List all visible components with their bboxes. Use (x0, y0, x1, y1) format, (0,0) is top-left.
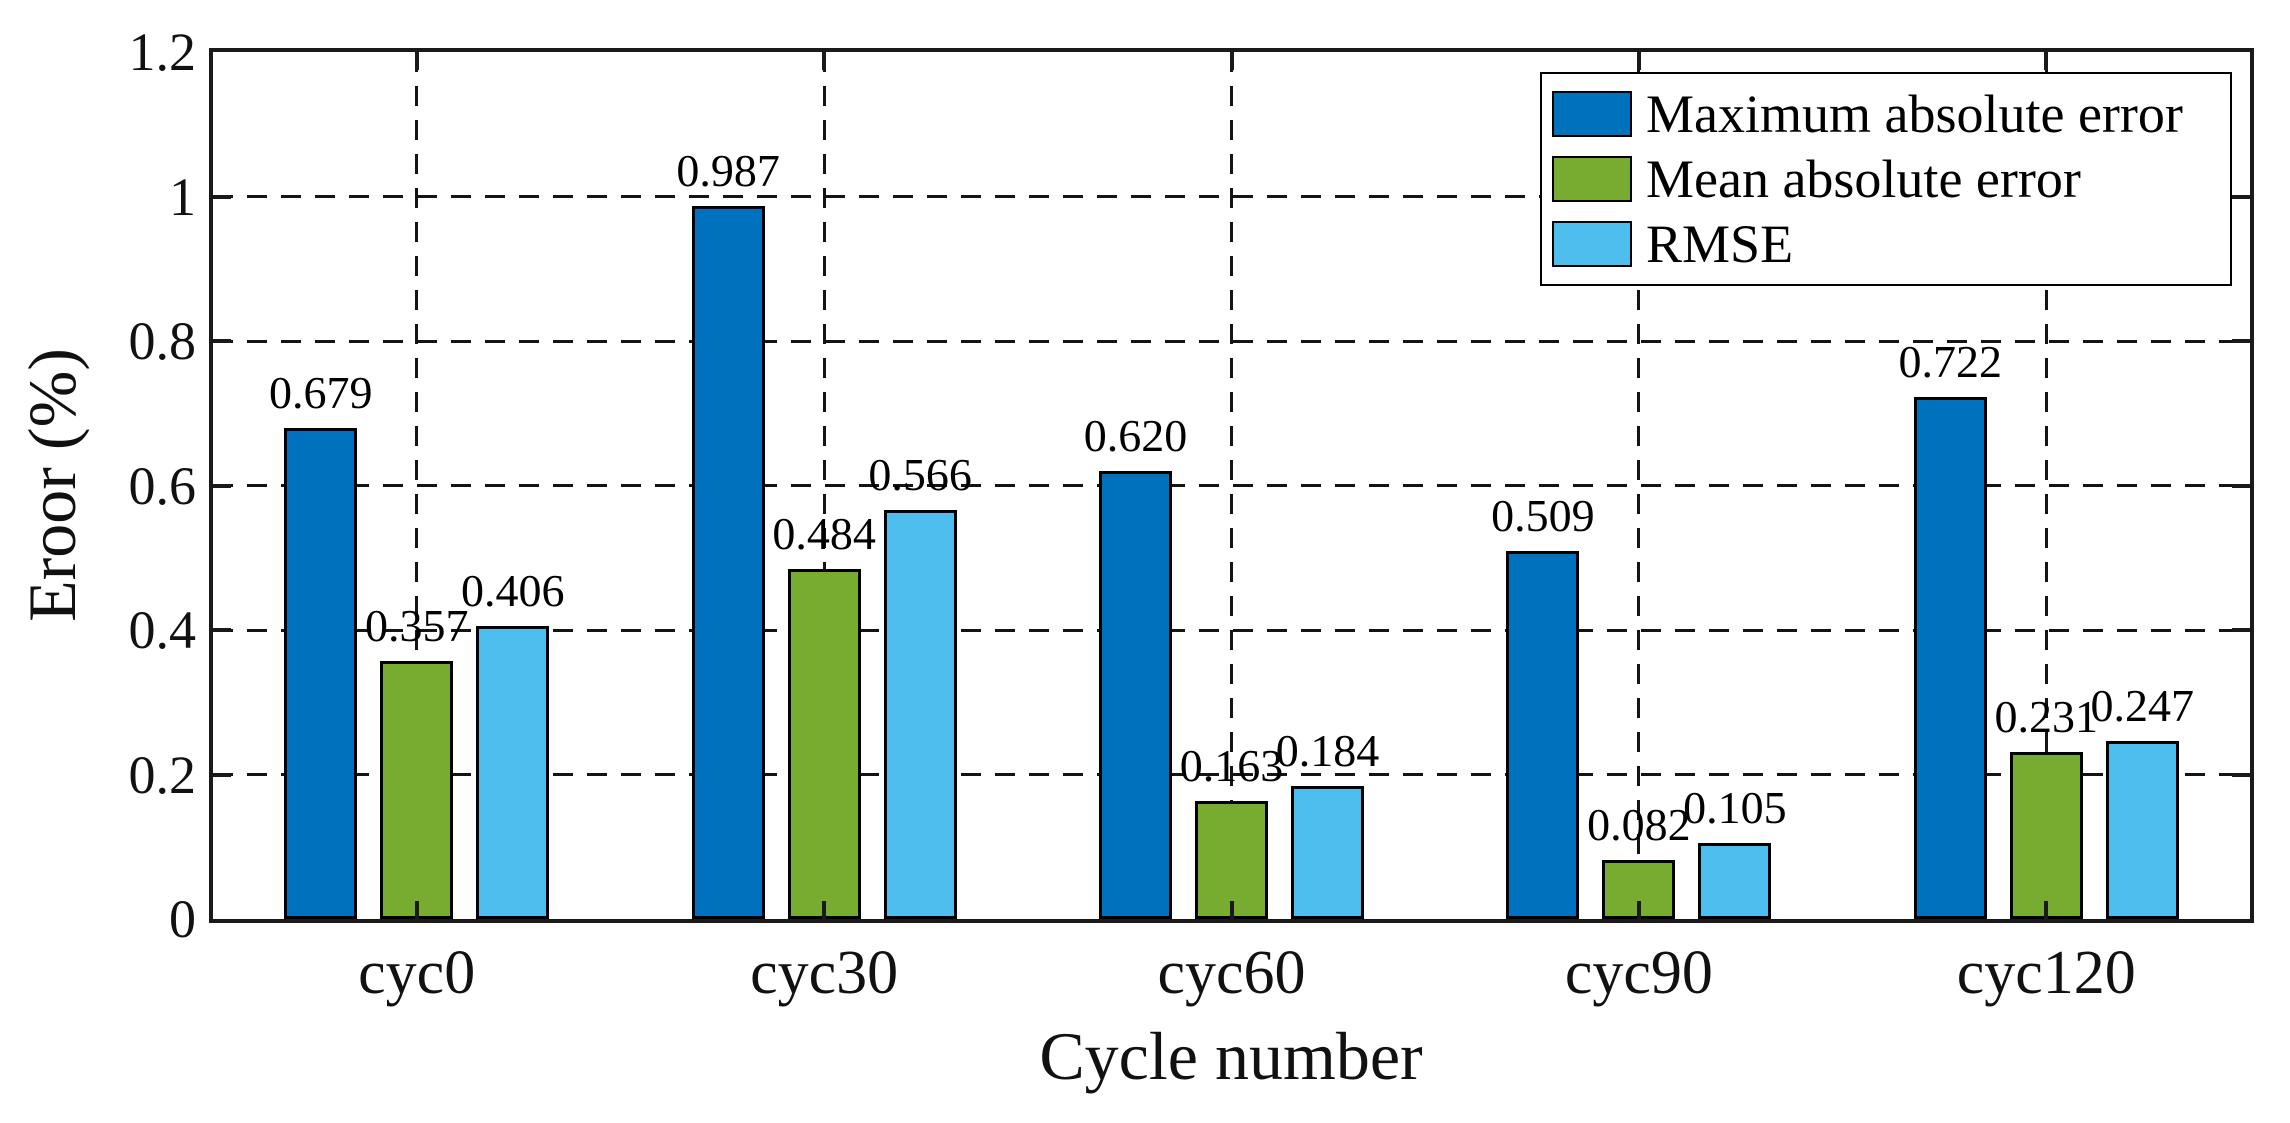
y-tick-mark (213, 483, 231, 488)
legend-swatch (1552, 221, 1632, 267)
bar-value-label: 0.484 (772, 508, 876, 560)
bar-cyc120-rmse (2105, 740, 2179, 919)
bar-value-label: 0.082 (1587, 798, 1691, 850)
y-tick-label: 0.2 (128, 744, 197, 805)
x-axis-title: Cycle number (1039, 1018, 1423, 1094)
y-tick-mark (2232, 194, 2250, 199)
x-tick-label: cyc60 (1157, 939, 1306, 1007)
x-tick-mark (414, 901, 419, 919)
legend-item: Maximum absolute error (1552, 83, 2220, 145)
y-tick-mark (213, 628, 231, 632)
bar-cyc30-rmse (883, 510, 957, 919)
legend-swatch (1552, 156, 1632, 202)
bar-value-label: 0.184 (1275, 725, 1380, 777)
bar-cyc30-max (691, 205, 765, 919)
x-tick-label: cyc90 (1564, 939, 1713, 1007)
y-tick-mark (213, 772, 231, 777)
legend: Maximum absolute error Mean absolute erro… (1540, 72, 2232, 286)
x-tick-mark (414, 52, 419, 70)
y-tick-label: 0.6 (128, 455, 197, 516)
gridline-vertical (822, 52, 826, 919)
y-tick-label: 0 (169, 889, 196, 949)
bar-value-label: 0.722 (1898, 336, 2003, 388)
y-tick-label: 0.8 (128, 311, 197, 371)
x-tick-mark (1229, 52, 1234, 70)
y-tick-mark (2232, 628, 2250, 632)
bar-cyc60-mean (1195, 801, 1268, 919)
bar-value-label: 0.231 (1994, 691, 2099, 743)
bar-value-label: 0.406 (460, 564, 565, 616)
plot-area: 0.679 0.987 0.620 0.509 0.722 0.357 0.484 0.163… (213, 52, 2250, 919)
bar-value-label: 0.566 (868, 449, 972, 501)
gridline-vertical (1637, 52, 1641, 919)
bar-cyc90-max (1506, 551, 1580, 919)
y-tick-mark (2232, 483, 2250, 488)
x-tick-mark (822, 901, 827, 919)
bar-cyc30-mean (787, 569, 861, 919)
gridline-vertical (415, 52, 419, 919)
y-tick-label: 1 (169, 166, 196, 227)
legend-label: Maximum absolute error (1646, 84, 2183, 144)
x-tick-label: cyc30 (750, 939, 899, 1007)
bar-cyc120-mean (2009, 752, 2083, 919)
x-tick-mark (1229, 901, 1234, 919)
bar-value-label: 0.163 (1179, 740, 1284, 792)
bar-value-label: 0.987 (676, 144, 780, 196)
x-tick-label: cyc120 (1956, 939, 2136, 1007)
x-tick-mark (2044, 52, 2049, 70)
x-tick-label: cyc0 (358, 939, 476, 1007)
gridline-vertical (1230, 52, 1233, 919)
legend-swatch (1552, 91, 1632, 137)
legend-label: Mean absolute error (1646, 149, 2081, 209)
bar-cyc120-max (1913, 397, 1987, 919)
bar-cyc0-max (284, 428, 358, 919)
bar-value-label: 0.247 (2090, 679, 2195, 731)
y-tick-mark (2232, 772, 2250, 777)
bar-value-label: 0.679 (268, 367, 373, 419)
x-tick-mark (2044, 901, 2049, 919)
bar-cyc60-max (1099, 471, 1172, 919)
y-tick-mark (213, 339, 231, 343)
legend-item: RMSE (1552, 213, 2220, 275)
y-tick-mark (213, 194, 231, 199)
bar-cyc60-rmse (1291, 786, 1364, 919)
bar-value-label: 0.509 (1491, 490, 1595, 542)
x-tick-mark (1636, 901, 1641, 919)
x-tick-mark (822, 52, 827, 70)
bar-cyc0-rmse (476, 625, 550, 919)
legend-label: RMSE (1646, 214, 1794, 274)
y-tick-label: 0.4 (128, 600, 197, 660)
bar-value-label: 0.620 (1083, 410, 1188, 462)
bar-cyc0-mean (380, 661, 454, 919)
x-tick-mark (1636, 52, 1641, 70)
bar-value-label: 0.105 (1683, 782, 1787, 834)
bar-cyc90-rmse (1698, 843, 1772, 919)
bar-value-label: 0.357 (364, 600, 469, 652)
legend-item: Mean absolute error (1552, 148, 2220, 210)
gridline-vertical (2044, 52, 2048, 919)
y-tick-label: 1.2 (128, 22, 197, 82)
y-tick-mark (2232, 339, 2250, 343)
